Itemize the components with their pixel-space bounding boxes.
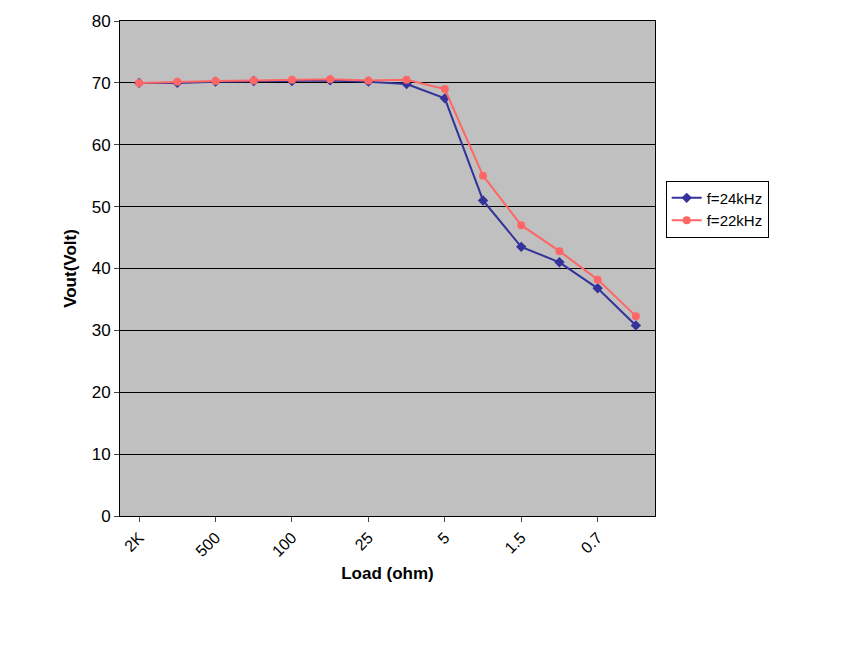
svg-text:2K: 2K bbox=[121, 529, 147, 555]
svg-text:0.7: 0.7 bbox=[578, 529, 606, 557]
svg-text:40: 40 bbox=[92, 259, 111, 278]
svg-text:500: 500 bbox=[192, 529, 223, 560]
svg-text:50: 50 bbox=[92, 198, 111, 217]
svg-text:30: 30 bbox=[92, 321, 111, 340]
svg-text:70: 70 bbox=[92, 74, 111, 93]
svg-text:80: 80 bbox=[92, 12, 111, 31]
svg-text:100: 100 bbox=[269, 529, 300, 560]
svg-text:0: 0 bbox=[101, 507, 110, 526]
svg-text:5: 5 bbox=[434, 529, 452, 547]
svg-text:10: 10 bbox=[92, 445, 111, 464]
svg-text:Vout(Volt): Vout(Volt) bbox=[61, 229, 80, 308]
svg-text:20: 20 bbox=[92, 383, 111, 402]
svg-text:Load (ohm): Load (ohm) bbox=[341, 564, 434, 583]
svg-text:f=22kHz: f=22kHz bbox=[707, 212, 762, 229]
svg-text:60: 60 bbox=[92, 136, 111, 155]
svg-text:1.5: 1.5 bbox=[501, 529, 529, 557]
svg-text:25: 25 bbox=[352, 529, 377, 554]
svg-text:f=24kHz: f=24kHz bbox=[707, 190, 762, 207]
